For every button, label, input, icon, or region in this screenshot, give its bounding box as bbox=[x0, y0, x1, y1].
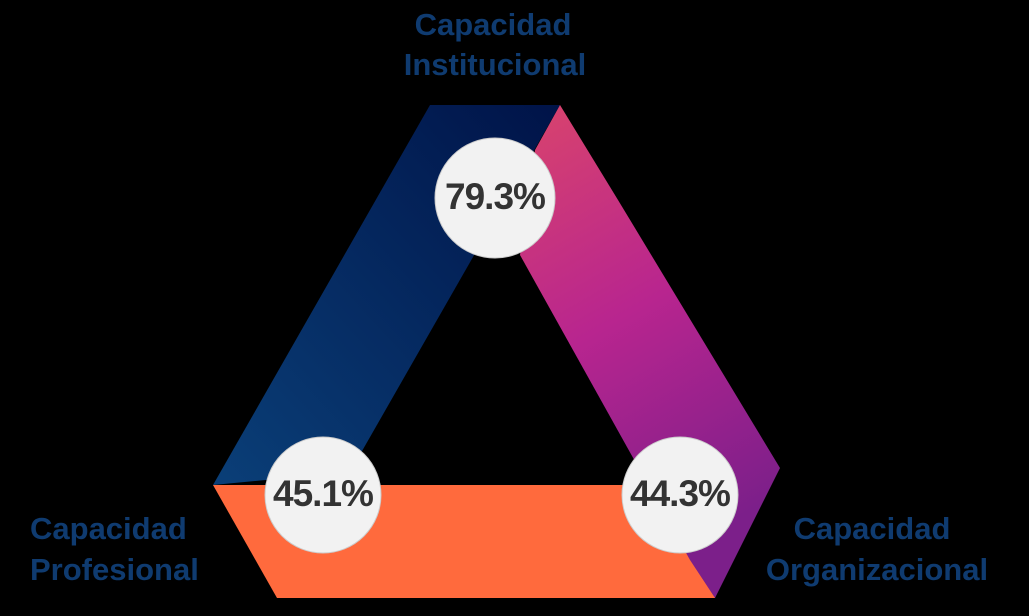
node-value: 45.1% bbox=[273, 473, 373, 514]
value-circle bbox=[621, 436, 739, 554]
node-label: Capacidad bbox=[794, 511, 951, 546]
node-value: 44.3% bbox=[630, 473, 730, 514]
node-right: 44.3% Capacidad Organizacional bbox=[621, 436, 988, 587]
node-label: Institucional bbox=[404, 47, 587, 82]
value-circle bbox=[434, 137, 556, 259]
node-label: Capacidad bbox=[30, 511, 187, 546]
node-label: Organizacional bbox=[766, 552, 988, 587]
node-label: Capacidad bbox=[415, 7, 572, 42]
node-top: 79.3% Capacidad Institucional bbox=[404, 7, 587, 259]
node-left: 45.1% Capacidad Profesional bbox=[30, 436, 382, 587]
node-label: Profesional bbox=[30, 552, 199, 587]
node-value: 79.3% bbox=[445, 176, 545, 217]
value-circle bbox=[264, 436, 382, 554]
